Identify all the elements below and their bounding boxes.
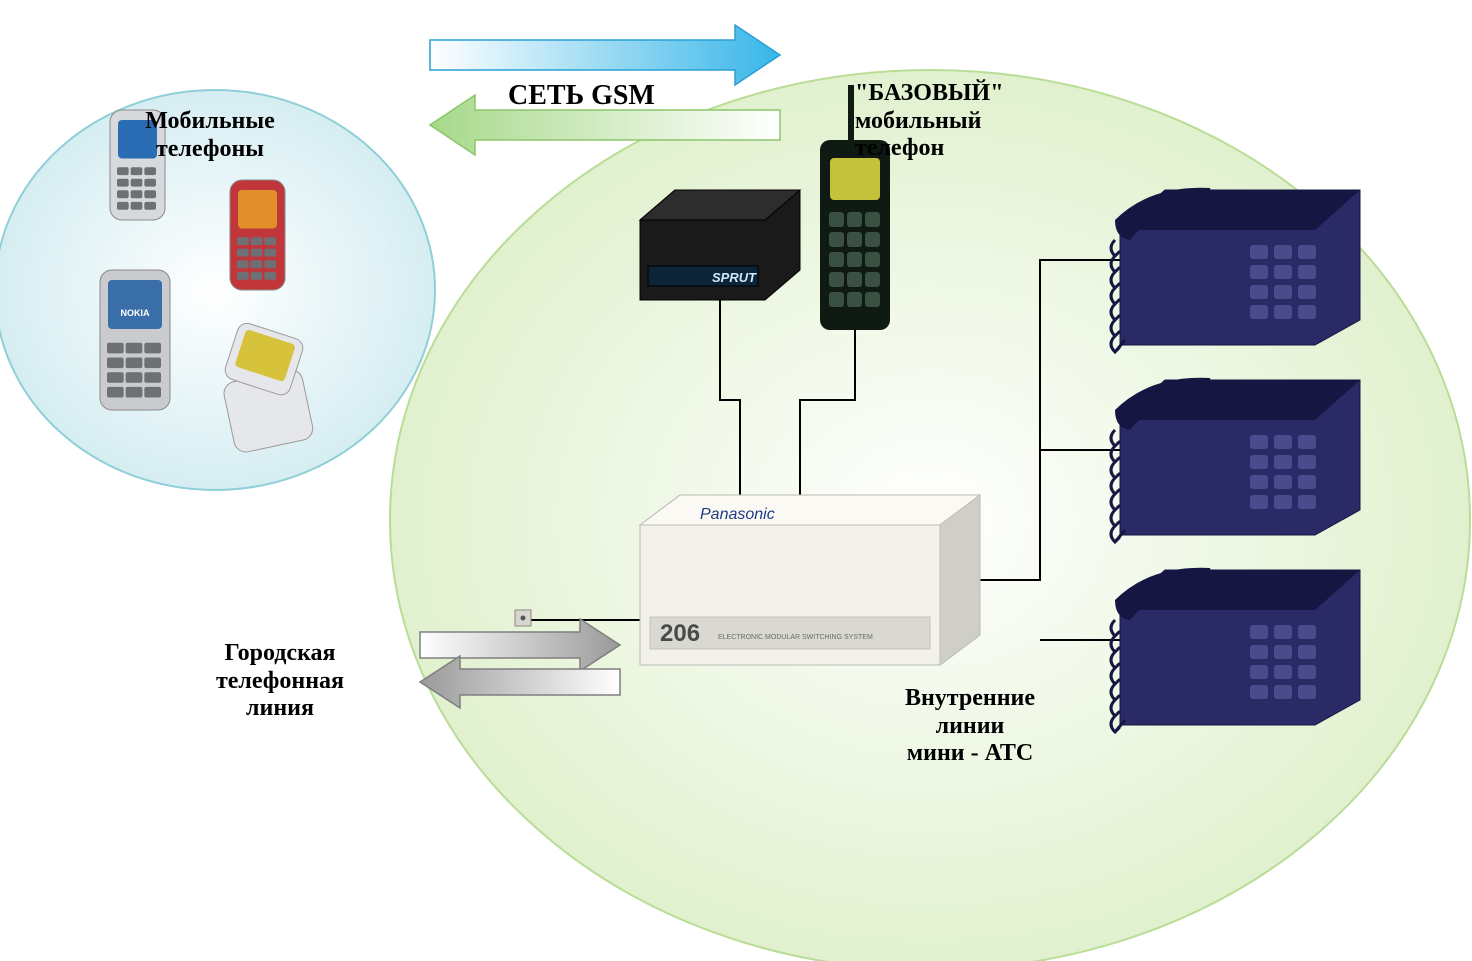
- sprut-adapter: SPRUT: [640, 190, 800, 300]
- pbx-model-label: ELECTRONIC MODULAR SWITCHING SYSTEM: [718, 634, 873, 641]
- mobile-icon-2: NOKIA: [100, 270, 170, 410]
- desk-phone-1: [1111, 378, 1360, 542]
- pbx-box: Panasonic 206 ELECTRONIC MODULAR SWITCHING…: [640, 495, 980, 665]
- label-gsm-net: СЕТЬ GSM: [508, 80, 655, 112]
- desk-phone-2: [1111, 568, 1360, 732]
- label-city-line: Городская телефонная линия: [130, 640, 430, 723]
- label-internal-lines: Внутренние линии мини - АТС: [820, 685, 1120, 768]
- sprut-label: SPRUT: [712, 270, 757, 285]
- pbx-model: 206: [660, 620, 700, 647]
- diagram-stage: Panasonic 206 ELECTRONIC MODULAR SWITCHING…: [0, 0, 1472, 961]
- mobile-icon-1: [230, 180, 285, 290]
- mobile-brand-2: NOKIA: [121, 308, 151, 318]
- desk-phone-0: [1111, 188, 1360, 352]
- pbx-brand: Panasonic: [700, 506, 775, 523]
- label-base-mobile: "БАЗОВЫЙ" мобильный телефон: [855, 80, 1004, 163]
- arrow-gsm-right: [430, 25, 780, 85]
- label-mobile-phones: Мобильные телефоны: [60, 108, 360, 163]
